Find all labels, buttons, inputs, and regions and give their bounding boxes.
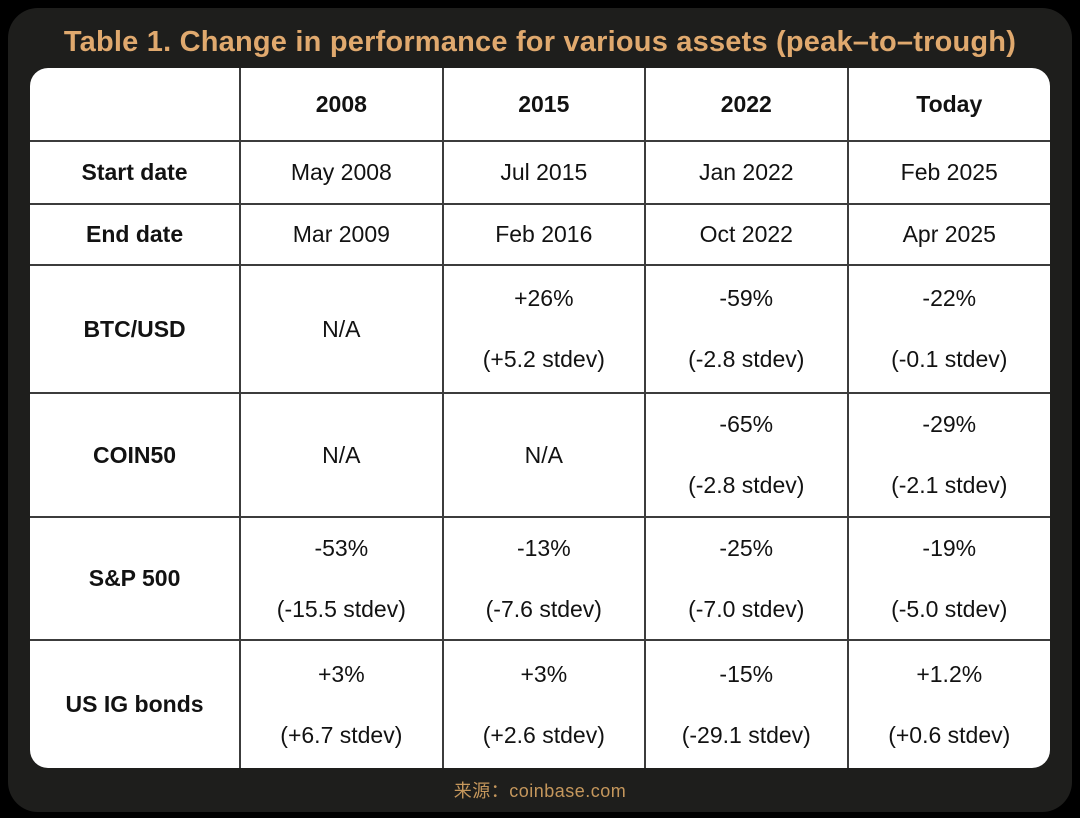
cell-coin50-2015: N/A (441, 392, 647, 518)
row-label-end-date: End date (30, 203, 242, 266)
row-sp500: S&P 500 -53% (-15.5 stdev) -13% (-7.6 stde… (30, 516, 1050, 641)
cell-stdev: (-2.8 stdev) (688, 346, 805, 372)
cell-value: -15% (719, 660, 774, 687)
cell-value: +3% (520, 660, 568, 687)
cell-usigbonds-2015: +3% (+2.6 stdev) (441, 639, 647, 768)
row-btc-usd: BTC/USD N/A +26% (+5.2 stdev) -59% (-2.8 s… (30, 264, 1050, 394)
cell-stdev: (+6.7 stdev) (280, 721, 403, 748)
cell-enddate-today: Apr 2025 (846, 203, 1050, 266)
cell-value: Feb 2016 (495, 221, 593, 248)
cell-value: Jul 2015 (500, 159, 588, 186)
cell-usigbonds-2022: -15% (-29.1 stdev) (644, 639, 849, 768)
corner-cell (30, 68, 242, 142)
cell-value: Mar 2009 (292, 221, 390, 248)
cell-value: Apr 2025 (902, 221, 996, 248)
cell-btcusd-2015: +26% (+5.2 stdev) (441, 264, 647, 394)
cell-value: N/A (322, 315, 361, 342)
cell-btcusd-2022: -59% (-2.8 stdev) (644, 264, 849, 394)
row-start-date: Start date May 2008 Jul 2015 Jan 2022 Fe… (30, 140, 1050, 205)
table-card: 2008 2015 2022 Today Start date May 2008… (30, 68, 1050, 768)
cell-usigbonds-today: +1.2% (+0.6 stdev) (846, 639, 1050, 768)
cell-value: -29% (922, 411, 977, 438)
row-label-sp500: S&P 500 (30, 516, 242, 641)
cell-sp500-2022: -25% (-7.0 stdev) (644, 516, 849, 641)
title-bar: Table 1. Change in performance for vario… (8, 8, 1072, 68)
performance-table: 2008 2015 2022 Today Start date May 2008… (30, 68, 1050, 768)
cell-value: Oct 2022 (699, 221, 793, 248)
cell-btcusd-2008: N/A (239, 264, 444, 394)
row-coin50: COIN50 N/A N/A -65% (-2.8 stdev) -29% (-2.… (30, 392, 1050, 518)
page-title: Table 1. Change in performance for vario… (63, 25, 1017, 58)
cell-startdate-2008: May 2008 (239, 140, 444, 205)
cell-value: -65% (719, 411, 774, 438)
cell-enddate-2008: Mar 2009 (239, 203, 444, 266)
cell-btcusd-today: -22% (-0.1 stdev) (846, 264, 1050, 394)
cell-value: N/A (322, 441, 361, 468)
cell-value: N/A (524, 441, 563, 468)
col-header-today: Today (846, 68, 1050, 142)
cell-stdev: (-2.1 stdev) (891, 472, 1008, 498)
cell-value: +1.2% (916, 660, 983, 687)
row-label-btc-usd: BTC/USD (30, 264, 242, 394)
cell-value: +3% (318, 660, 365, 687)
footer-bar: 来源：coinbase.com (8, 768, 1072, 812)
cell-value: -13% (516, 534, 571, 561)
cell-enddate-2022: Oct 2022 (644, 203, 849, 266)
cell-sp500-2015: -13% (-7.6 stdev) (441, 516, 647, 641)
source-credit: 来源：coinbase.com (453, 781, 627, 801)
row-label-start-date: Start date (30, 140, 242, 205)
cell-value: May 2008 (290, 159, 392, 186)
cell-usigbonds-2008: +3% (+6.7 stdev) (239, 639, 444, 768)
cell-value: -59% (719, 285, 774, 312)
cell-sp500-2008: -53% (-15.5 stdev) (239, 516, 444, 641)
row-us-ig-bonds: US IG bonds +3% (+6.7 stdev) +3% (+2.6 std… (30, 639, 1050, 768)
cell-stdev: (-2.8 stdev) (688, 472, 805, 498)
cell-startdate-today: Feb 2025 (846, 140, 1050, 205)
cell-stdev: (-15.5 stdev) (276, 595, 406, 622)
cell-coin50-2022: -65% (-2.8 stdev) (644, 392, 849, 518)
cell-value: +26% (514, 285, 574, 312)
cell-stdev: (+2.6 stdev) (482, 721, 605, 748)
col-header-2015: 2015 (441, 68, 647, 142)
cell-coin50-2008: N/A (239, 392, 444, 518)
cell-stdev: (-5.0 stdev) (891, 595, 1008, 622)
cell-value: -19% (922, 534, 977, 561)
cell-sp500-today: -19% (-5.0 stdev) (846, 516, 1050, 641)
cell-stdev: (-7.0 stdev) (688, 595, 805, 622)
cell-value: Jan 2022 (698, 159, 794, 186)
cell-value: -53% (314, 534, 369, 561)
cell-stdev: (-7.6 stdev) (485, 595, 602, 622)
col-header-2008: 2008 (239, 68, 444, 142)
header-row: 2008 2015 2022 Today (30, 68, 1050, 142)
cell-startdate-2022: Jan 2022 (644, 140, 849, 205)
row-label-us-ig-bonds: US IG bonds (30, 639, 242, 768)
cell-stdev: (+5.2 stdev) (482, 346, 605, 372)
cell-enddate-2015: Feb 2016 (441, 203, 647, 266)
cell-coin50-today: -29% (-2.1 stdev) (846, 392, 1050, 518)
cell-stdev: (-29.1 stdev) (681, 721, 811, 748)
row-label-coin50: COIN50 (30, 392, 242, 518)
cell-stdev: (-0.1 stdev) (891, 346, 1008, 372)
cell-value: Feb 2025 (900, 159, 998, 186)
col-header-2022: 2022 (644, 68, 849, 142)
cell-startdate-2015: Jul 2015 (441, 140, 647, 205)
report-card: Table 1. Change in performance for vario… (8, 8, 1072, 812)
cell-value: -25% (719, 534, 774, 561)
cell-stdev: (+0.6 stdev) (888, 721, 1011, 748)
cell-value: -22% (922, 285, 977, 312)
row-end-date: End date Mar 2009 Feb 2016 Oct 2022 Apr … (30, 203, 1050, 266)
